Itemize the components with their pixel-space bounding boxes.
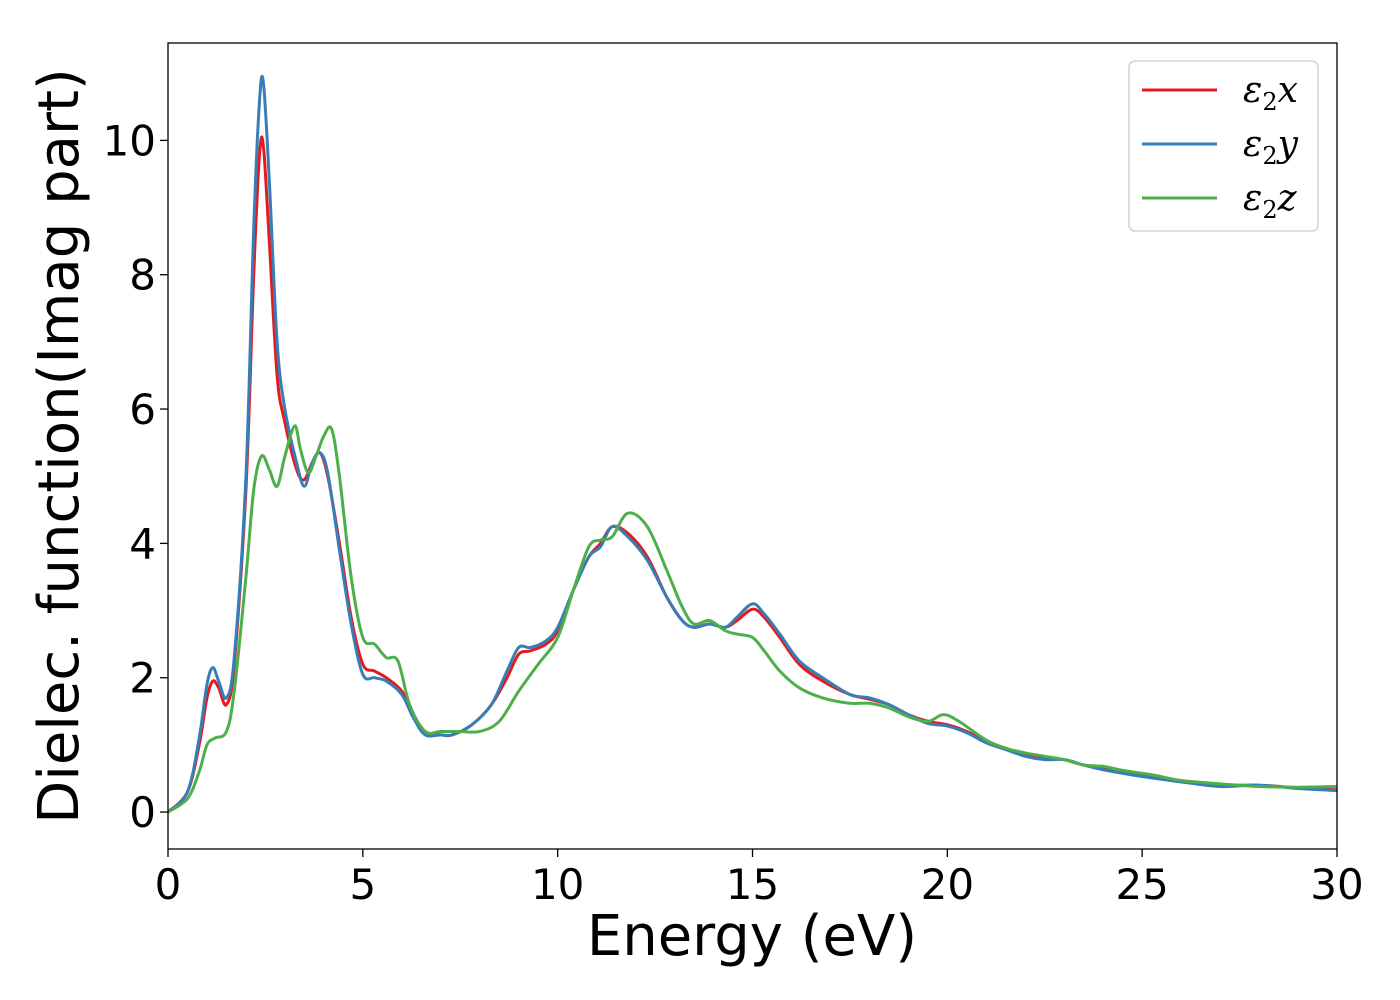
legend-label-2: ε2y (1243, 124, 1299, 170)
x-tick-label: 0 (155, 860, 182, 909)
y-tick-label: 10 (103, 116, 156, 165)
legend-label-3: ε2z (1243, 178, 1298, 224)
x-tick-label: 30 (1310, 860, 1363, 909)
x-tick-label: 25 (1115, 860, 1168, 909)
x-tick-label: 5 (349, 860, 376, 909)
series-line-1 (168, 135, 1337, 814)
y-tick-label: 6 (129, 385, 156, 434)
x-tick-label: 20 (921, 860, 974, 909)
series-lines (168, 74, 1337, 814)
y-axis: 0 2 4 6 8 10 (103, 116, 168, 837)
y-tick-label: 4 (129, 519, 156, 568)
y-tick-label: 0 (129, 788, 156, 837)
x-axis-title: Energy (eV) (587, 904, 917, 969)
y-tick-label: 2 (129, 654, 156, 703)
x-axis: 0 5 10 15 20 25 30 (155, 849, 1364, 909)
series-line-2 (168, 74, 1337, 814)
legend-box (1128, 60, 1319, 232)
y-axis-title: Dielec. function(Imag part) (27, 68, 92, 824)
legend-label-1: ε2x (1243, 70, 1298, 116)
x-tick-label: 10 (531, 860, 584, 909)
x-tick-label: 15 (726, 860, 779, 909)
y-tick-label: 8 (129, 251, 156, 300)
series-line-3 (168, 424, 1337, 814)
legend: ε2x ε2y ε2z (1128, 60, 1319, 232)
